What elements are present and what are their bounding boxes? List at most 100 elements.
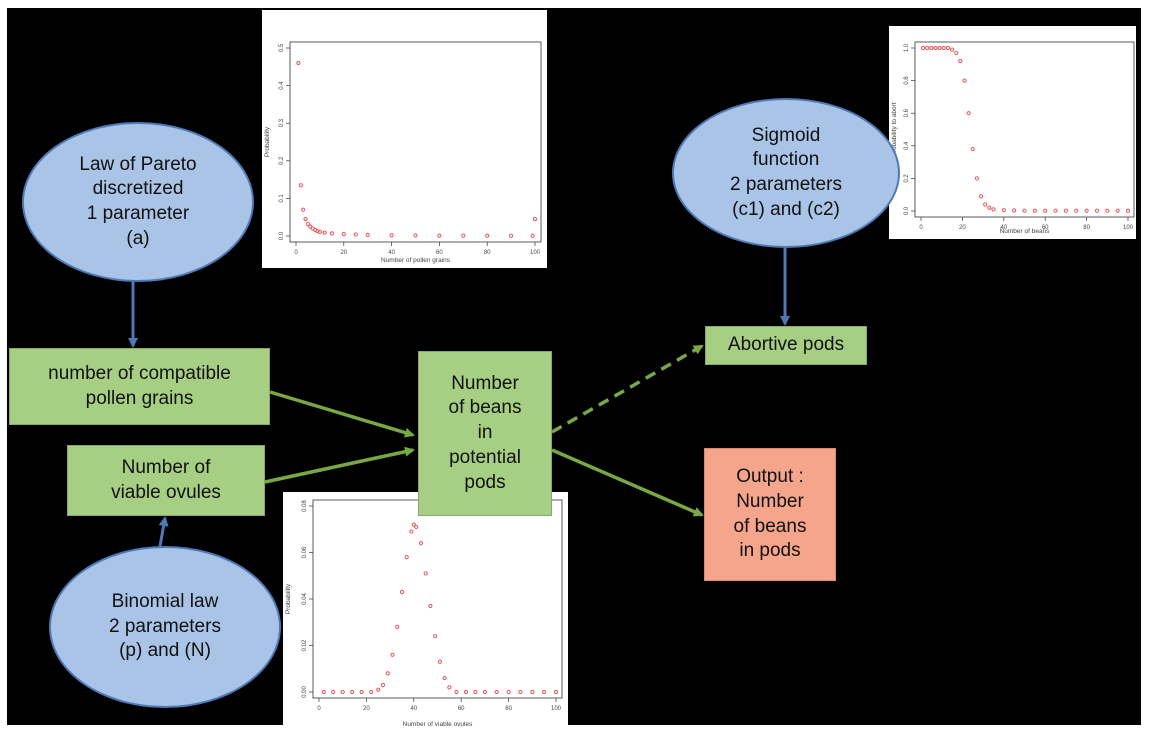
data-point xyxy=(380,682,386,688)
data-point xyxy=(485,233,490,238)
data-point xyxy=(341,232,346,237)
data-point xyxy=(962,78,967,83)
binomial-law-ellipse: Binomial law 2 parameters (p) and (N) xyxy=(49,546,281,708)
data-point xyxy=(974,176,979,181)
data-point xyxy=(414,524,419,530)
x-tick-label: 80 xyxy=(484,250,491,256)
x-tick-label: 100 xyxy=(530,250,541,256)
data-point xyxy=(340,689,345,695)
data-point xyxy=(929,45,934,51)
y-tick-label: 0.8 xyxy=(904,76,910,85)
x-tick-label: 40 xyxy=(1000,225,1007,231)
x-tick-label: 20 xyxy=(959,225,966,231)
x-tick-label: 80 xyxy=(505,706,512,712)
data-point xyxy=(1125,208,1131,213)
data-point xyxy=(437,233,442,238)
data-point xyxy=(925,45,930,51)
data-point xyxy=(518,689,523,695)
data-point xyxy=(298,183,303,188)
y-tick-label: 0.2 xyxy=(279,156,285,165)
data-point xyxy=(331,689,336,695)
y-axis-label: Probability xyxy=(285,583,292,614)
data-point xyxy=(350,689,355,695)
x-tick-label: 0 xyxy=(317,706,321,712)
data-point xyxy=(949,47,955,52)
data-point xyxy=(413,233,418,238)
x-axis-label: Number of beans xyxy=(1000,228,1051,235)
data-point xyxy=(1053,208,1058,213)
binomial-plot: 0 20 40 60 80 100 0.00 0.02 0.04 0.06 0.08 Number o… xyxy=(283,492,568,732)
data-point xyxy=(494,689,499,695)
data-point xyxy=(1094,208,1100,213)
data-point xyxy=(305,221,311,227)
data-point xyxy=(390,652,395,657)
y-tick-label: 1.0 xyxy=(904,43,910,52)
sigmoid-plot: 0 20 40 60 80 100 0.0 0.2 0.4 0.6 0.8 1.0 Number of … xyxy=(889,26,1136,239)
data-point xyxy=(1001,208,1006,213)
y-tick-label: 0.0 xyxy=(279,231,285,240)
data-point xyxy=(482,689,487,695)
viable-ovules-box: Number of viable ovules xyxy=(67,445,265,516)
data-point xyxy=(359,689,364,695)
data-point xyxy=(553,689,559,695)
sigmoid-function-ellipse: Sigmoid function 2 parameters (c1) and (… xyxy=(672,98,900,248)
data-point xyxy=(329,231,334,236)
y-tick-label: 0.3 xyxy=(279,118,285,127)
data-point xyxy=(423,571,428,576)
data-point xyxy=(937,45,942,51)
data-point xyxy=(1063,208,1068,213)
data-point xyxy=(530,233,535,238)
y-tick-label: 0.02 xyxy=(302,639,308,651)
data-point xyxy=(966,111,971,116)
y-tick-label: 0.1 xyxy=(279,194,285,203)
y-tick-label: 0.06 xyxy=(302,546,308,558)
data-point xyxy=(506,689,511,695)
data-point xyxy=(1032,208,1037,213)
abortive-pods-box: Abortive pods xyxy=(705,326,867,365)
data-point xyxy=(509,233,514,238)
data-point xyxy=(321,689,326,695)
x-tick-label: 100 xyxy=(551,706,562,712)
data-point xyxy=(389,233,394,238)
pareto-law-ellipse: Law of Pareto discretized 1 parameter (a… xyxy=(22,122,254,282)
x-tick-label: 60 xyxy=(1042,225,1049,231)
y-tick-label: 0.04 xyxy=(302,593,308,605)
y-tick-label: 0.5 xyxy=(279,43,285,52)
x-tick-label: 40 xyxy=(388,250,395,256)
arrow-potential-to-output xyxy=(551,448,704,517)
data-point xyxy=(365,232,370,237)
data-point xyxy=(532,216,538,222)
data-point xyxy=(987,205,992,210)
data-point xyxy=(1115,208,1120,213)
data-point xyxy=(447,685,452,690)
output-beans-box: Output : Number of beans in pods xyxy=(704,448,836,581)
data-point xyxy=(978,194,984,199)
plot-frame xyxy=(289,41,542,243)
x-tick-label: 60 xyxy=(458,706,465,712)
data-point xyxy=(945,45,951,51)
data-point xyxy=(1105,208,1110,213)
data-point xyxy=(317,229,323,234)
data-point xyxy=(1074,208,1079,213)
data-point xyxy=(409,529,414,534)
data-point xyxy=(542,689,547,695)
data-point xyxy=(983,202,988,207)
x-tick-label: 0 xyxy=(919,225,923,231)
data-point xyxy=(433,634,438,639)
data-point xyxy=(303,216,308,222)
y-tick-label: 0.00 xyxy=(302,686,308,698)
y-tick-label: 0.0 xyxy=(904,206,910,215)
y-tick-label: 0.6 xyxy=(904,108,910,117)
x-tick-label: 20 xyxy=(340,250,347,256)
data-point xyxy=(463,689,469,695)
x-tick-label: 80 xyxy=(1083,225,1090,231)
data-point xyxy=(442,675,447,681)
pareto-plot: 0 20 40 60 80 100 0.0 0.1 0.2 0.3 0.4 0.5 Number of … xyxy=(262,10,547,268)
data-point xyxy=(369,689,374,695)
x-axis-label: Number of viable ovules xyxy=(403,721,473,728)
data-point xyxy=(1022,208,1027,213)
data-point xyxy=(530,689,535,695)
data-point xyxy=(991,207,996,212)
